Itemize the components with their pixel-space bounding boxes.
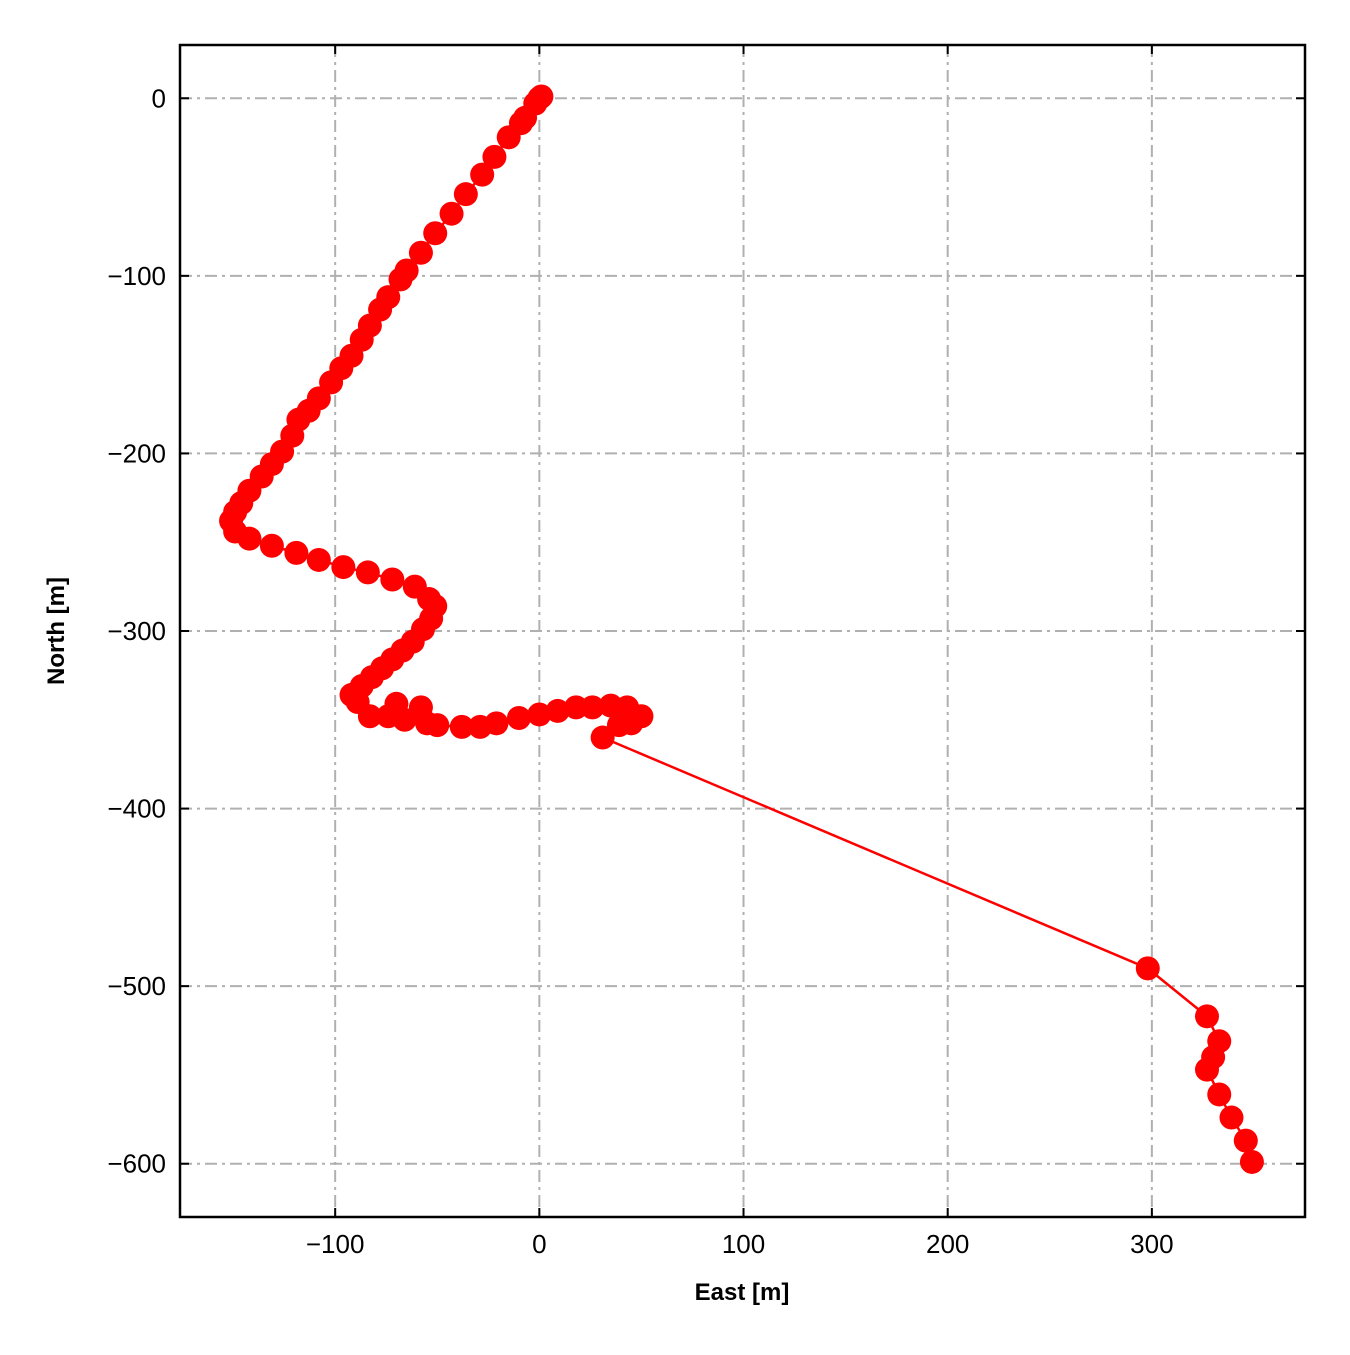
y-tick-label: −300 <box>107 616 166 646</box>
y-tick-label: −200 <box>107 438 166 468</box>
point <box>1135 956 1160 981</box>
y-tick-label: 0 <box>152 83 166 113</box>
point <box>482 144 507 169</box>
y-axis-label: North [m] <box>43 577 70 685</box>
point <box>1194 1004 1219 1029</box>
x-tick-label: −100 <box>306 1229 365 1259</box>
point <box>408 240 433 265</box>
point <box>423 221 448 246</box>
point <box>484 711 509 736</box>
x-tick-label: 0 <box>532 1229 546 1259</box>
plot-frame <box>178 43 1307 1219</box>
point <box>1207 1082 1232 1107</box>
point <box>331 555 356 580</box>
point <box>453 182 478 207</box>
point <box>259 533 284 558</box>
point <box>306 547 331 572</box>
point <box>425 713 450 738</box>
x-tick-label: 100 <box>722 1229 765 1259</box>
y-tick-label: −500 <box>107 971 166 1001</box>
point <box>284 540 309 565</box>
point <box>470 162 495 187</box>
point <box>357 704 382 729</box>
x-tick-label: 200 <box>926 1229 969 1259</box>
point <box>380 567 405 592</box>
point <box>355 560 380 585</box>
point <box>439 201 464 226</box>
point <box>237 526 262 551</box>
point <box>1239 1149 1264 1174</box>
point <box>449 714 474 739</box>
point <box>1219 1105 1244 1130</box>
point <box>1233 1128 1258 1153</box>
y-tick-label: −600 <box>107 1149 166 1179</box>
point <box>606 713 631 738</box>
y-tick-label: −100 <box>107 261 166 291</box>
point <box>1194 1057 1219 1082</box>
x-axis-label: East [m] <box>695 1279 790 1306</box>
point <box>496 125 521 150</box>
point <box>392 707 417 732</box>
point <box>545 698 570 723</box>
trajectory-line <box>229 95 1254 1163</box>
point <box>388 267 413 292</box>
point <box>590 725 615 750</box>
point <box>527 702 552 727</box>
y-tick-label: −400 <box>107 794 166 824</box>
x-tick-label: 300 <box>1130 1229 1173 1259</box>
point <box>506 706 531 731</box>
point <box>580 695 605 720</box>
